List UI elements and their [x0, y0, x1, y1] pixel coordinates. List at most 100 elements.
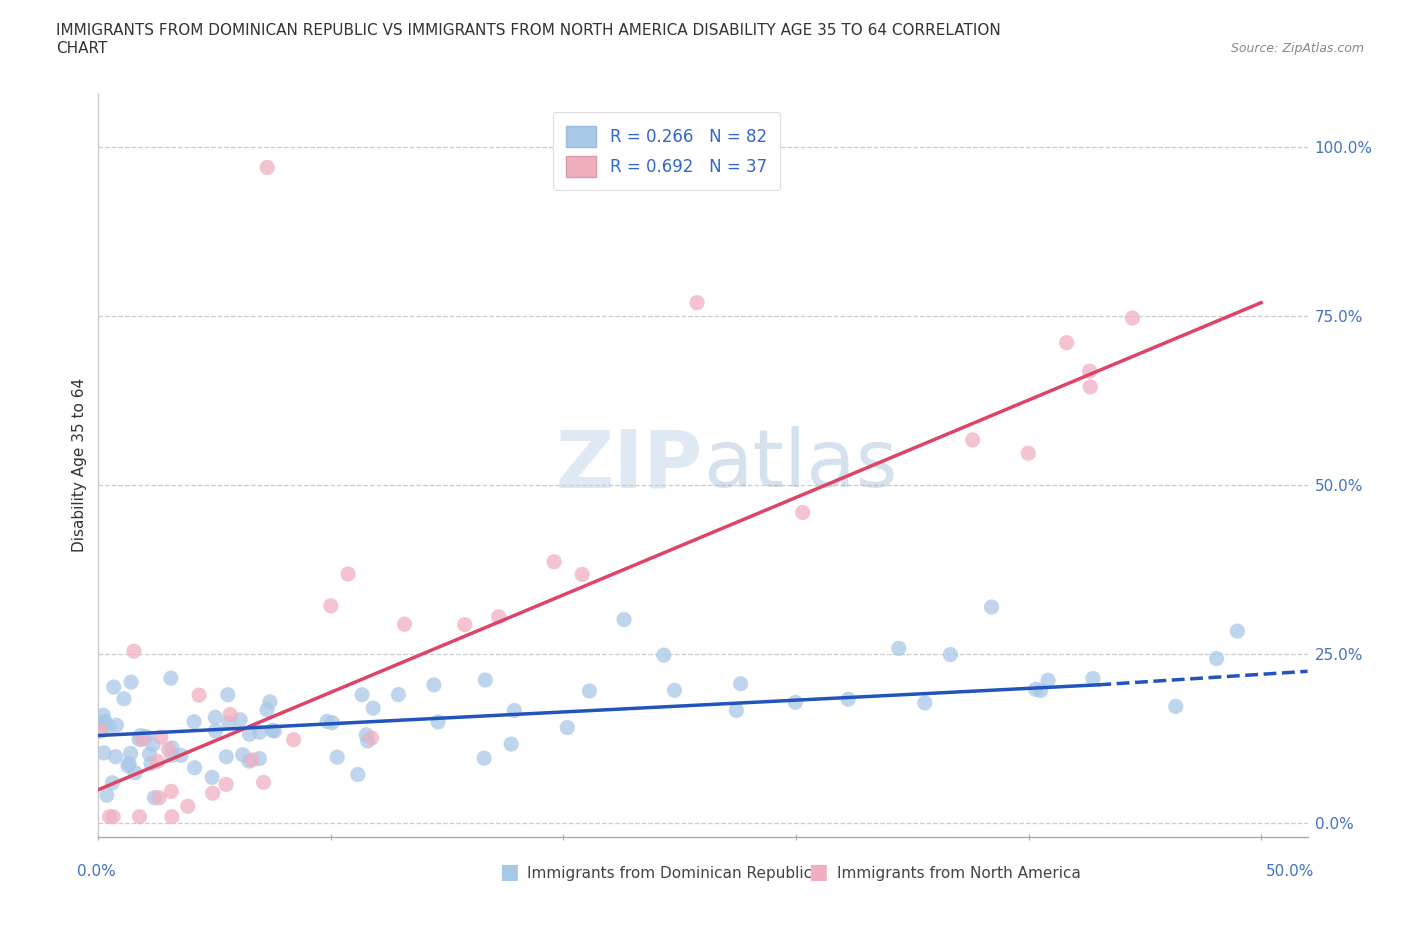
Point	[423, 677, 446, 692]
Point	[120, 675, 142, 690]
Point	[204, 710, 226, 724]
Point	[188, 687, 211, 702]
Point	[94, 713, 117, 728]
Point	[837, 692, 859, 707]
Text: IMMIGRANTS FROM DOMINICAN REPUBLIC VS IMMIGRANTS FROM NORTH AMERICA DISABILITY A: IMMIGRANTS FROM DOMINICAN REPUBLIC VS IM…	[56, 23, 1001, 56]
Text: ■: ■	[499, 861, 519, 882]
Point	[501, 737, 523, 751]
Point	[980, 600, 1002, 615]
Point	[347, 767, 370, 782]
Y-axis label: Disability Age 35 to 64: Disability Age 35 to 64	[72, 378, 87, 552]
Point	[117, 759, 139, 774]
Point	[124, 765, 146, 780]
Point	[543, 554, 565, 569]
Point	[201, 786, 224, 801]
Point	[664, 683, 686, 698]
Point	[90, 721, 112, 736]
Point	[104, 750, 127, 764]
Point	[183, 760, 205, 775]
Point	[249, 751, 271, 766]
Point	[93, 746, 115, 761]
Point	[160, 809, 183, 824]
Text: ZIP: ZIP	[555, 426, 703, 504]
Point	[91, 708, 114, 723]
Point	[98, 719, 121, 734]
Point	[256, 702, 278, 717]
Point	[326, 750, 349, 764]
Text: Source: ZipAtlas.com: Source: ZipAtlas.com	[1230, 42, 1364, 55]
Point	[160, 740, 183, 755]
Point	[613, 612, 636, 627]
Point	[238, 753, 260, 768]
Point	[132, 731, 155, 746]
Point	[1078, 379, 1101, 394]
Point	[792, 505, 814, 520]
Point	[148, 790, 170, 805]
Point	[283, 732, 305, 747]
Point	[316, 714, 339, 729]
Point	[503, 703, 526, 718]
Point	[962, 432, 984, 447]
Point	[157, 742, 180, 757]
Point	[262, 723, 284, 737]
Point	[139, 756, 162, 771]
Point	[217, 687, 239, 702]
Point	[229, 712, 252, 727]
Point	[387, 687, 409, 702]
Point	[360, 731, 382, 746]
Point	[725, 703, 748, 718]
Point	[218, 715, 240, 730]
Point	[354, 727, 377, 742]
Point	[98, 809, 121, 824]
Point	[143, 790, 166, 805]
Point	[129, 728, 152, 743]
Point	[146, 754, 169, 769]
Point	[90, 724, 112, 738]
Point	[240, 752, 263, 767]
Point	[93, 715, 115, 730]
Text: atlas: atlas	[703, 426, 897, 504]
Point	[652, 647, 675, 662]
Point	[472, 751, 495, 765]
Point	[96, 788, 118, 803]
Point	[252, 775, 274, 790]
Point	[1226, 624, 1249, 639]
Text: Immigrants from Dominican Republic: Immigrants from Dominican Republic	[527, 866, 813, 881]
Point	[122, 644, 145, 658]
Point	[170, 748, 193, 763]
Point	[101, 809, 124, 824]
Point	[204, 724, 226, 738]
Point	[394, 617, 416, 631]
Point	[219, 707, 242, 722]
Point	[160, 671, 183, 685]
Point	[112, 691, 135, 706]
Text: 50.0%: 50.0%	[1267, 864, 1315, 879]
Point	[249, 724, 271, 739]
Point	[337, 566, 360, 581]
Point	[319, 598, 342, 613]
Point	[1029, 683, 1052, 698]
Point	[454, 618, 477, 632]
Point	[939, 647, 962, 662]
Point	[350, 687, 373, 702]
Point	[1164, 699, 1187, 714]
Point	[361, 700, 384, 715]
Text: 0.0%: 0.0%	[77, 864, 117, 879]
Point	[259, 695, 281, 710]
Point	[183, 714, 205, 729]
Point	[120, 746, 142, 761]
Point	[321, 715, 343, 730]
Point	[887, 641, 910, 656]
Point	[914, 696, 936, 711]
Text: ■: ■	[808, 861, 828, 882]
Point	[215, 750, 238, 764]
Point	[1017, 445, 1039, 460]
Point	[232, 748, 254, 763]
Point	[201, 770, 224, 785]
Point	[135, 729, 157, 744]
Point	[138, 747, 160, 762]
Point	[128, 732, 150, 747]
Point	[131, 732, 153, 747]
Point	[488, 609, 510, 624]
Point	[474, 672, 496, 687]
